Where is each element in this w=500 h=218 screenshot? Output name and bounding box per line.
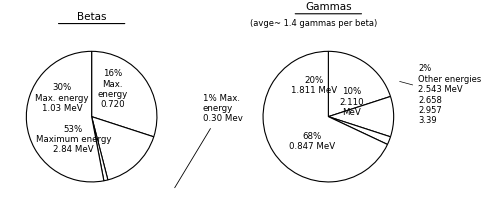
Text: (avge~ 1.4 gammas per beta): (avge~ 1.4 gammas per beta) xyxy=(250,19,378,29)
Wedge shape xyxy=(328,51,390,117)
Wedge shape xyxy=(92,117,108,181)
Wedge shape xyxy=(26,51,104,182)
Wedge shape xyxy=(92,51,157,137)
Text: 53%
Maximum energy
2.84 MeV: 53% Maximum energy 2.84 MeV xyxy=(36,125,111,154)
Text: Betas: Betas xyxy=(77,12,106,22)
Text: 2%
Other energies
2.543 MeV
2.658
2.957
3.39: 2% Other energies 2.543 MeV 2.658 2.957 … xyxy=(400,64,481,125)
Text: 16%
Max.
energy
0.720: 16% Max. energy 0.720 xyxy=(98,69,128,109)
Text: 20%
1.811 MeV: 20% 1.811 MeV xyxy=(291,76,337,95)
Text: 1% Max.
energy
0.30 Mev: 1% Max. energy 0.30 Mev xyxy=(174,94,242,188)
Wedge shape xyxy=(263,51,388,182)
Wedge shape xyxy=(328,117,390,145)
Text: Gammas: Gammas xyxy=(305,2,352,12)
Text: 30%
Max. energy
1.03 MeV: 30% Max. energy 1.03 MeV xyxy=(36,83,89,113)
Wedge shape xyxy=(92,117,154,180)
Text: 10%
2.110
MeV: 10% 2.110 MeV xyxy=(339,87,363,117)
Text: 68%
0.847 MeV: 68% 0.847 MeV xyxy=(289,132,335,151)
Wedge shape xyxy=(328,96,394,137)
